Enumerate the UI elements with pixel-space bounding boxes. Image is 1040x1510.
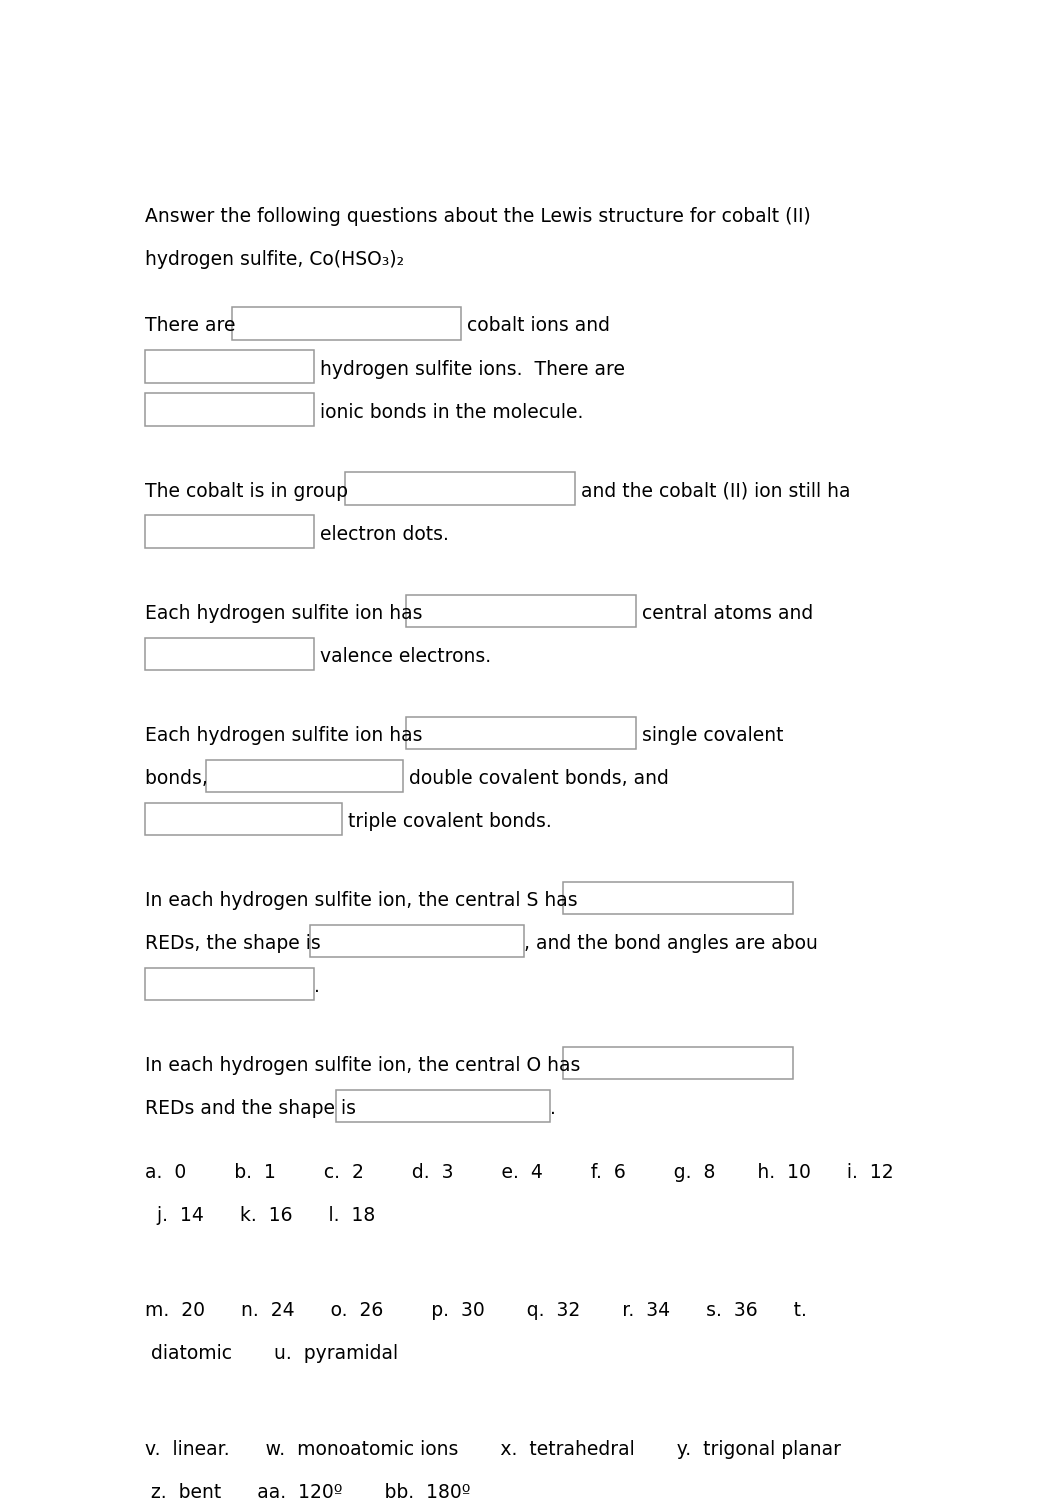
Text: bonds,: bonds, (145, 769, 213, 788)
Text: .: . (314, 977, 319, 997)
Text: hydrogen sulfite ions.  There are: hydrogen sulfite ions. There are (314, 359, 625, 379)
FancyBboxPatch shape (145, 350, 314, 384)
Text: hydrogen sulfite, Co(HSO₃)₂: hydrogen sulfite, Co(HSO₃)₂ (145, 249, 404, 269)
Text: a.  0        b.  1        c.  2        d.  3        e.  4        f.  6        g.: a. 0 b. 1 c. 2 d. 3 e. 4 f. 6 g. (145, 1163, 893, 1182)
Text: cobalt ions and: cobalt ions and (462, 317, 610, 335)
Text: central atoms and: central atoms and (635, 604, 813, 622)
Text: triple covalent bonds.: triple covalent bonds. (342, 812, 552, 830)
Text: valence electrons.: valence electrons. (314, 646, 491, 666)
Text: Answer the following questions about the Lewis structure for cobalt (II): Answer the following questions about the… (145, 207, 810, 226)
FancyBboxPatch shape (145, 968, 314, 1000)
FancyBboxPatch shape (563, 882, 792, 914)
FancyBboxPatch shape (563, 1046, 792, 1080)
FancyBboxPatch shape (232, 308, 462, 340)
Text: ionic bonds in the molecule.: ionic bonds in the molecule. (314, 403, 583, 421)
Text: Each hydrogen sulfite ion has: Each hydrogen sulfite ion has (145, 604, 428, 622)
FancyBboxPatch shape (145, 394, 314, 426)
Text: v.  linear.      w.  monoatomic ions       x.  tetrahedral       y.  trigonal pl: v. linear. w. monoatomic ions x. tetrahe… (145, 1439, 840, 1459)
Text: , and the bond angles are abou: , and the bond angles are abou (524, 933, 817, 953)
Text: The cobalt is in group: The cobalt is in group (145, 482, 354, 501)
FancyBboxPatch shape (145, 637, 314, 670)
Text: REDs and the shape is: REDs and the shape is (145, 1099, 362, 1117)
Text: In each hydrogen sulfite ion, the central O has: In each hydrogen sulfite ion, the centra… (145, 1055, 586, 1075)
Text: double covalent bonds, and: double covalent bonds, and (404, 769, 669, 788)
FancyBboxPatch shape (206, 760, 404, 793)
FancyBboxPatch shape (406, 595, 635, 627)
Text: Each hydrogen sulfite ion has: Each hydrogen sulfite ion has (145, 726, 428, 744)
FancyBboxPatch shape (336, 1090, 550, 1122)
Text: electron dots.: electron dots. (314, 524, 448, 544)
FancyBboxPatch shape (310, 924, 524, 957)
Text: single covalent: single covalent (635, 726, 783, 744)
Text: diatomic       u.  pyramidal: diatomic u. pyramidal (145, 1344, 397, 1364)
FancyBboxPatch shape (406, 717, 635, 749)
Text: In each hydrogen sulfite ion, the central S has: In each hydrogen sulfite ion, the centra… (145, 891, 583, 911)
Text: and the cobalt (II) ion still ha: and the cobalt (II) ion still ha (575, 482, 851, 501)
Text: There are: There are (145, 317, 241, 335)
Text: m.  20      n.  24      o.  26        p.  30       q.  32       r.  34      s.  : m. 20 n. 24 o. 26 p. 30 q. 32 r. 34 s. (145, 1302, 806, 1320)
FancyBboxPatch shape (345, 473, 575, 504)
Text: REDs, the shape is: REDs, the shape is (145, 933, 327, 953)
Text: j.  14      k.  16      l.  18: j. 14 k. 16 l. 18 (145, 1206, 374, 1225)
Text: .: . (550, 1099, 555, 1117)
FancyBboxPatch shape (145, 803, 342, 835)
Text: z.  bent      aa.  120º       bb.  180º: z. bent aa. 120º bb. 180º (145, 1483, 470, 1501)
FancyBboxPatch shape (145, 515, 314, 548)
